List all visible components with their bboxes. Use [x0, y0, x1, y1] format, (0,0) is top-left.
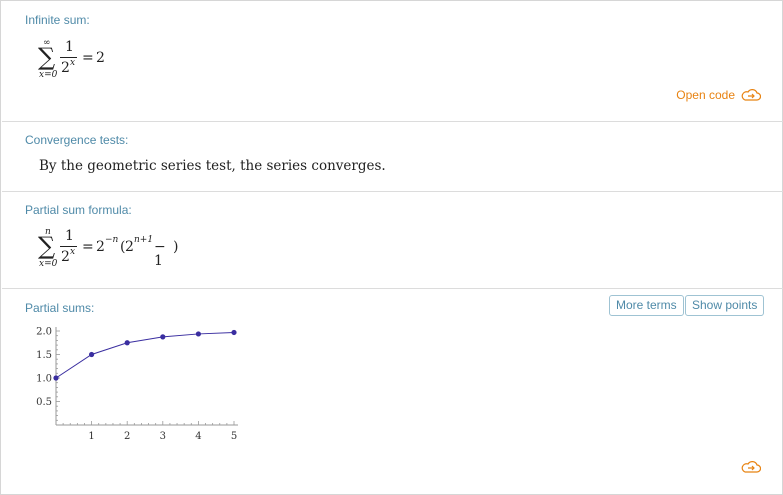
inner-exponent: n+1 [134, 235, 154, 245]
paren-close: ) [173, 239, 179, 255]
x-tick-label: 3 [160, 431, 166, 442]
x-tick-label: 4 [195, 431, 201, 442]
x-tick-label: 2 [124, 431, 130, 442]
data-point [160, 334, 166, 340]
minus-one: − 1 [154, 239, 166, 269]
y-tick-label: 1.5 [36, 350, 52, 361]
show-points-button[interactable]: Show points [685, 295, 765, 316]
fraction-denominator: 2 [61, 249, 70, 265]
y-tick-label: 2.0 [36, 327, 52, 338]
pod-partial-sums: Partial sums: More terms Show points 1 2 3… [2, 289, 783, 494]
denominator-exponent: x [70, 247, 76, 257]
data-point [124, 340, 130, 346]
denominator-exponent: x [70, 58, 76, 68]
data-point [195, 331, 201, 337]
pod-title: Convergence tests: [25, 133, 129, 147]
fraction-bar [60, 246, 77, 247]
rhs-base: 2 [96, 239, 105, 255]
pod-title: Infinite sum: [25, 13, 90, 27]
pod-title: Partial sum formula: [25, 203, 132, 217]
open-code-link[interactable]: Open code [676, 88, 761, 102]
data-point [89, 351, 95, 358]
pod-convergence-tests: Convergence tests: By the geometric seri… [2, 122, 783, 192]
pod-title: Partial sums: [25, 301, 95, 315]
sum-upper-limit: n [45, 227, 51, 237]
more-terms-button[interactable]: More terms [609, 295, 684, 316]
sum-lower-limit: x=0 [39, 259, 58, 269]
fraction-bar [60, 57, 77, 58]
cloud-arrow-icon[interactable] [741, 461, 761, 473]
sum-upper-limit: ∞ [43, 38, 51, 48]
partial-sums-chart: 1 2 3 4 5 0.5 1.0 1.5 2.0 [36, 327, 238, 442]
sigma-symbol: ∑ [38, 43, 56, 71]
x-tick-label: 1 [88, 431, 94, 442]
pod-infinite-sum: Infinite sum: ∞ ∑ x=0 1 2 x = 2 Open cod… [2, 2, 783, 122]
equals-sign: = [82, 50, 94, 66]
sum-lower-limit: x=0 [39, 70, 58, 80]
equals-sign: = [82, 239, 94, 255]
fraction-numerator: 1 [65, 228, 74, 244]
pod-partial-sum-formula: Partial sum formula: n ∑ x=0 1 2 x = 2 −… [2, 192, 783, 289]
data-point [53, 375, 59, 381]
paren-open: ( [120, 239, 126, 255]
y-tick-label: 1.0 [36, 374, 52, 385]
fraction-numerator: 1 [65, 39, 74, 55]
sigma-symbol: ∑ [38, 232, 56, 260]
open-code-label: Open code [676, 88, 735, 102]
fraction-denominator: 2 [61, 60, 70, 76]
inner-base: 2 [125, 239, 134, 255]
sum-result: 2 [96, 50, 105, 66]
data-point [231, 329, 237, 336]
rhs-exponent: −n [105, 235, 119, 245]
partial-sums-line [55, 331, 235, 379]
convergence-result-text: By the geometric series test, the series… [39, 158, 386, 174]
cloud-arrow-icon [741, 89, 761, 101]
y-tick-label: 0.5 [36, 397, 52, 408]
x-tick-label: 5 [231, 431, 237, 442]
